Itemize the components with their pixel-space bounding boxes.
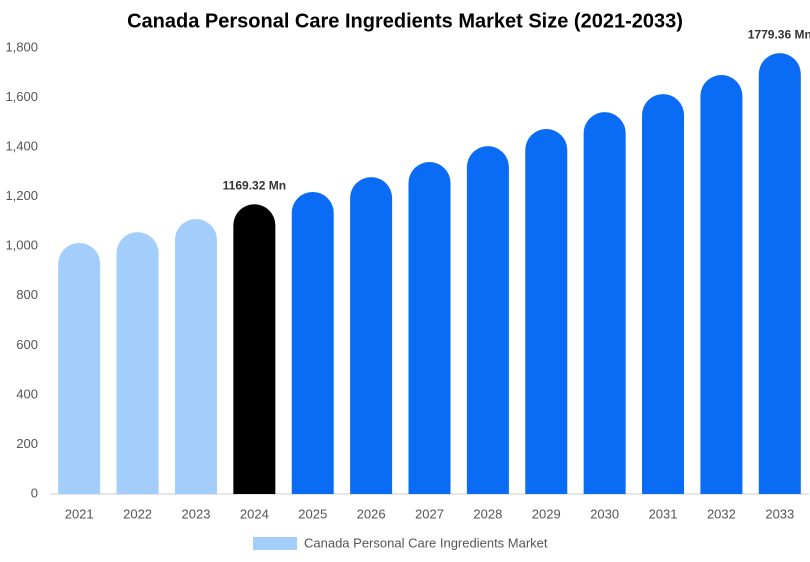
bar xyxy=(583,112,626,494)
x-tick-label: 2031 xyxy=(649,506,678,521)
y-tick-label: 1,400 xyxy=(5,139,38,154)
y-tick-label: 1,800 xyxy=(5,39,38,54)
bar xyxy=(58,243,101,494)
bar xyxy=(700,75,743,494)
y-tick-label: 200 xyxy=(16,436,38,451)
x-tick-label: 2026 xyxy=(357,506,386,521)
x-tick-label: 2033 xyxy=(765,506,794,521)
bar xyxy=(291,191,334,494)
x-tick-label: 2032 xyxy=(707,506,736,521)
x-tick-label: 2025 xyxy=(298,506,327,521)
x-tick-label: 2027 xyxy=(415,506,444,521)
bar xyxy=(642,94,685,494)
legend-label: Canada Personal Care Ingredients Market xyxy=(304,535,548,550)
legend-swatch xyxy=(253,537,297,550)
value-label: 1779.36 Mn xyxy=(748,27,810,41)
value-label: 1169.32 Mn xyxy=(223,178,286,192)
x-tick-label: 2024 xyxy=(240,506,269,521)
bar xyxy=(525,129,568,495)
x-tick-label: 2029 xyxy=(532,506,561,521)
x-tick-label: 2022 xyxy=(123,506,152,521)
chart-title: Canada Personal Care Ingredients Market … xyxy=(127,10,683,32)
y-tick-label: 1,000 xyxy=(5,238,38,253)
x-tick-label: 2023 xyxy=(182,506,211,521)
y-tick-label: 0 xyxy=(31,485,38,500)
bar xyxy=(116,232,159,495)
x-tick-label: 2030 xyxy=(590,506,619,521)
bar xyxy=(174,218,217,494)
y-tick-label: 600 xyxy=(16,337,38,352)
y-tick-label: 800 xyxy=(16,287,38,302)
y-tick-label: 1,600 xyxy=(5,89,38,104)
bar xyxy=(233,204,276,495)
x-tick-label: 2021 xyxy=(65,506,94,521)
bar xyxy=(350,177,393,494)
bar xyxy=(466,146,509,494)
x-tick-label: 2028 xyxy=(473,506,502,521)
y-tick-label: 1,200 xyxy=(5,188,38,203)
y-tick-label: 400 xyxy=(16,386,38,401)
bar xyxy=(758,53,801,495)
bar xyxy=(408,161,451,495)
